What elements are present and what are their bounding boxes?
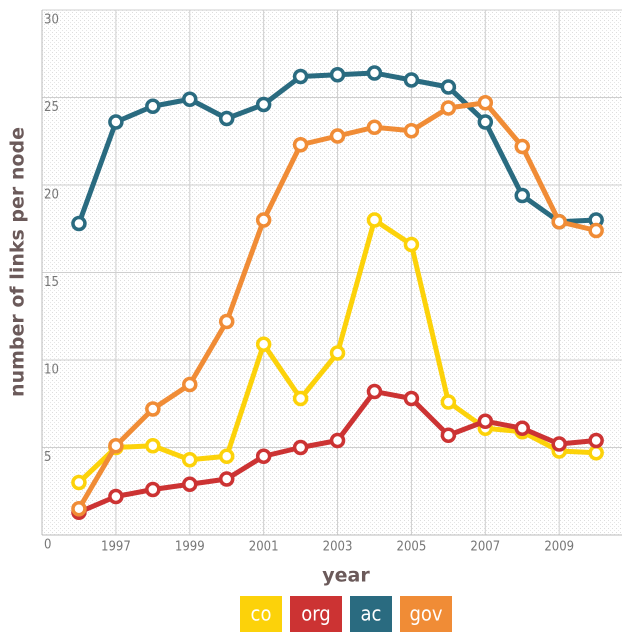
point <box>366 65 383 81</box>
y-tick-label: 10 <box>44 363 59 378</box>
point <box>477 95 494 111</box>
point <box>551 436 567 452</box>
point <box>329 67 346 83</box>
x-tick-label: 2007 <box>470 540 500 555</box>
legend-label: ac <box>361 602 382 626</box>
point <box>440 427 457 443</box>
y-tick-label: 0 <box>44 538 51 553</box>
point <box>145 481 161 498</box>
x-tick-label: 2005 <box>397 540 427 555</box>
point <box>477 114 494 130</box>
point <box>403 72 420 88</box>
point <box>514 420 531 436</box>
point <box>514 187 531 204</box>
y-axis-label: number of links per node <box>7 127 29 397</box>
point <box>366 383 383 400</box>
point <box>588 432 604 449</box>
point <box>145 401 161 417</box>
point <box>182 452 198 468</box>
legend-swatch <box>290 596 342 632</box>
point <box>182 91 198 107</box>
point <box>329 128 346 144</box>
y-tick-label: 25 <box>44 100 59 115</box>
point <box>292 137 309 153</box>
point <box>292 68 309 85</box>
x-tick-label: 1997 <box>101 540 131 555</box>
point <box>145 98 161 114</box>
point <box>71 215 87 232</box>
point <box>182 476 198 492</box>
point <box>551 214 567 230</box>
x-axis-label: year <box>322 565 370 587</box>
point <box>477 413 494 429</box>
point <box>366 119 383 135</box>
y-tick-label: 20 <box>44 188 59 203</box>
point <box>255 336 272 352</box>
point <box>440 79 457 95</box>
x-tick-label: 2001 <box>249 540 279 555</box>
legend-swatch <box>400 596 452 632</box>
legend-label: gov <box>409 602 442 626</box>
point <box>403 236 420 253</box>
point <box>71 474 87 491</box>
point <box>71 501 87 517</box>
point <box>588 445 604 461</box>
point <box>403 390 420 407</box>
legend-swatch <box>240 596 282 632</box>
point <box>329 345 346 361</box>
legend: co org ac gov <box>240 596 452 632</box>
point <box>440 100 457 116</box>
point <box>514 138 531 155</box>
point <box>292 439 309 456</box>
point <box>588 222 604 239</box>
point <box>218 448 235 464</box>
x-tick-label: 1999 <box>175 540 205 555</box>
point <box>329 432 346 449</box>
point <box>218 110 235 127</box>
x-tick-label: 2009 <box>544 540 574 555</box>
point <box>218 471 235 487</box>
lines <box>71 65 604 520</box>
point <box>440 394 457 410</box>
point <box>403 123 420 139</box>
point <box>108 488 124 505</box>
point <box>292 390 309 407</box>
point <box>108 438 124 454</box>
point <box>255 448 272 464</box>
x-tick-label: 2003 <box>323 540 353 555</box>
point <box>218 313 235 330</box>
point <box>366 212 383 228</box>
legend-label: co <box>251 602 272 626</box>
legend-swatch <box>350 596 392 632</box>
point <box>255 96 272 113</box>
point <box>255 212 272 228</box>
point <box>182 376 198 393</box>
point <box>145 438 161 454</box>
y-tick-label: 15 <box>44 275 59 290</box>
y-tick-label: 30 <box>44 13 59 28</box>
y-tick-label: 5 <box>44 450 51 465</box>
point <box>108 114 124 130</box>
legend-label: org <box>301 602 330 626</box>
